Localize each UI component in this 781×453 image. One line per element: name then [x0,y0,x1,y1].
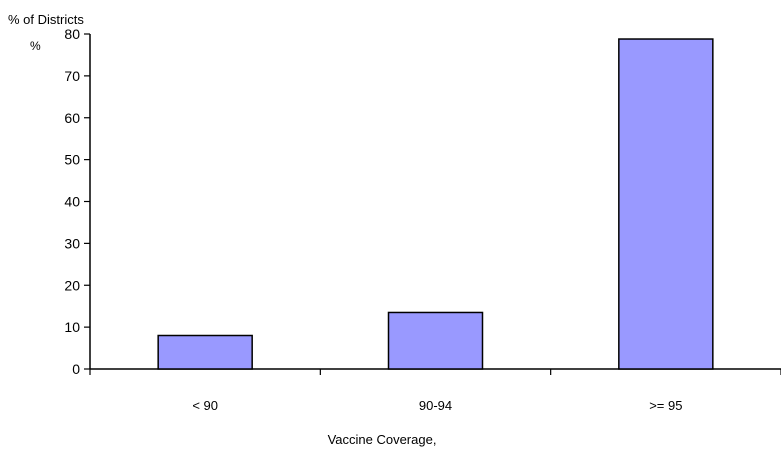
y-tick-label: 10 [64,319,80,335]
y-tick-label: 40 [64,194,80,210]
x-tick-label: < 90 [192,398,218,413]
y-ticks: 0 10 20 30 40 50 60 70 80 [64,26,90,377]
y-tick-label: 80 [64,26,80,42]
x-tick-label: 90-94 [419,398,452,413]
x-tick-label: >= 95 [649,398,682,413]
bar-1 [157,334,253,370]
y-tick-label: 60 [64,110,80,126]
y-tick-label: 0 [72,361,80,377]
bar-2 [387,311,484,370]
bar-3 [618,38,714,370]
y-tick-label: 30 [64,235,80,251]
x-ticks: < 90 90-94 >= 95 [89,369,781,413]
x-axis-label: Vaccine Coverage, [328,432,437,447]
chart-title: % of Districts [8,12,84,27]
y-tick-label: 20 [64,277,80,293]
y-axis-label: % [30,39,41,53]
y-tick-label: 50 [64,152,80,168]
bars [157,38,714,370]
y-tick-label: 70 [64,68,80,84]
